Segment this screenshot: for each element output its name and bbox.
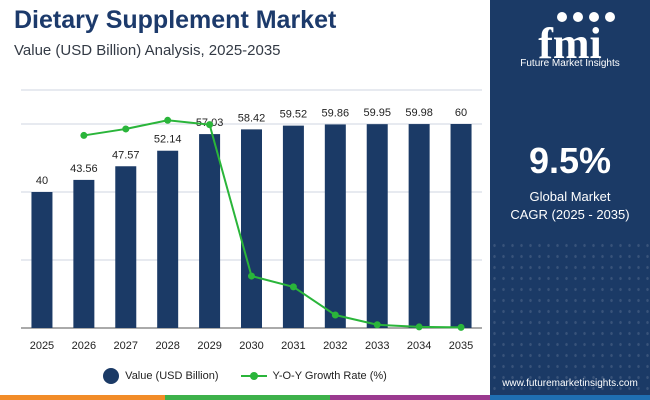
- bar-2026: [73, 179, 95, 328]
- cagr-label-line2: CAGR (2025 - 2035): [510, 207, 630, 222]
- bar-2025: [31, 192, 53, 328]
- footer-stripe-green: [165, 395, 330, 400]
- x-tick-label-2030: 2030: [239, 340, 263, 352]
- logo-subtext: Future Market Insights: [520, 58, 620, 69]
- bar-value-label-2033: 59.95: [363, 107, 391, 119]
- bar-value-label-2028: 52.14: [154, 134, 182, 146]
- growth-point-2030: [248, 272, 255, 280]
- footer-stripe-purple: [330, 395, 490, 400]
- cagr-label-line1: Global Market: [529, 189, 611, 204]
- bar-value-label-2030: 58.42: [238, 112, 266, 124]
- growth-rate-line: [83, 119, 462, 329]
- legend-line-label: Y-O-Y Growth Rate (%): [272, 370, 387, 382]
- side-panel: fmi Future Market Insights 9.5% Global M…: [490, 0, 650, 400]
- website-link[interactable]: www.futuremarketinsights.com: [502, 378, 638, 389]
- bar-value-label-2035: 60: [455, 107, 467, 119]
- x-tick-label-2034: 2034: [407, 340, 431, 352]
- growth-point-2033: [373, 321, 381, 329]
- chart-title: Dietary Supplement Market: [14, 6, 337, 34]
- growth-point-2028: [164, 116, 172, 124]
- x-tick-label-2035: 2035: [449, 340, 473, 352]
- chart-subtitle: Value (USD Billion) Analysis, 2025-2035: [14, 42, 281, 59]
- growth-point-2029: [206, 121, 214, 129]
- growth-point-2026: [80, 131, 88, 139]
- bar-2033: [366, 124, 388, 328]
- bar-2034: [408, 124, 430, 329]
- x-tick-label-2029: 2029: [197, 340, 221, 352]
- chart-legend: Value (USD Billion) Y-O-Y Growth Rate (%…: [0, 366, 490, 386]
- bar-value-label-2027: 47.57: [112, 149, 140, 161]
- bar-value-label-2032: 59.86: [322, 107, 350, 119]
- growth-point-2035: [457, 323, 465, 331]
- logo-icons: [557, 12, 615, 22]
- bar-2031: [282, 125, 304, 328]
- bar-value-label-2031: 59.52: [280, 109, 308, 121]
- legend-bar-label: Value (USD Billion): [125, 370, 219, 382]
- footer-stripe-blue: [490, 395, 650, 400]
- x-tick-label-2026: 2026: [72, 340, 96, 352]
- bar-2032: [324, 124, 346, 328]
- x-tick-label-2031: 2031: [281, 340, 305, 352]
- bar-value-label-2025: 40: [36, 175, 48, 187]
- cagr-value: 9.5%: [528, 140, 612, 181]
- legend-item-growth: Y-O-Y Growth Rate (%): [240, 370, 387, 382]
- x-tick-label-2027: 2027: [114, 340, 138, 352]
- bar-2028: [157, 150, 179, 328]
- legend-bar-swatch: [103, 368, 120, 384]
- bar-2030: [241, 129, 262, 328]
- footer-stripe-orange: [0, 395, 165, 400]
- legend-item-value: Value (USD Billion): [103, 368, 219, 384]
- x-tick-label-2033: 2033: [365, 340, 389, 352]
- bar-value-label-2034: 59.98: [405, 107, 433, 119]
- growth-point-2027: [122, 125, 130, 133]
- legend-line-swatch: [240, 371, 267, 381]
- chart-canvas: 40202543.56202647.57202752.14202857.0320…: [21, 89, 482, 352]
- x-tick-label-2028: 2028: [155, 340, 179, 352]
- x-tick-label-2032: 2032: [323, 340, 347, 352]
- bar-2027: [115, 166, 137, 328]
- growth-point-2032: [331, 311, 339, 319]
- logo-text: fmi: [538, 19, 602, 64]
- bar-value-label-2026: 43.56: [70, 163, 98, 175]
- x-tick-label-2025: 2025: [30, 340, 54, 352]
- growth-point-2031: [289, 283, 297, 291]
- fmi-logo: fmi: [538, 12, 615, 64]
- bar-2029: [199, 134, 221, 328]
- growth-point-2034: [415, 323, 423, 331]
- bar-2035: [450, 124, 472, 328]
